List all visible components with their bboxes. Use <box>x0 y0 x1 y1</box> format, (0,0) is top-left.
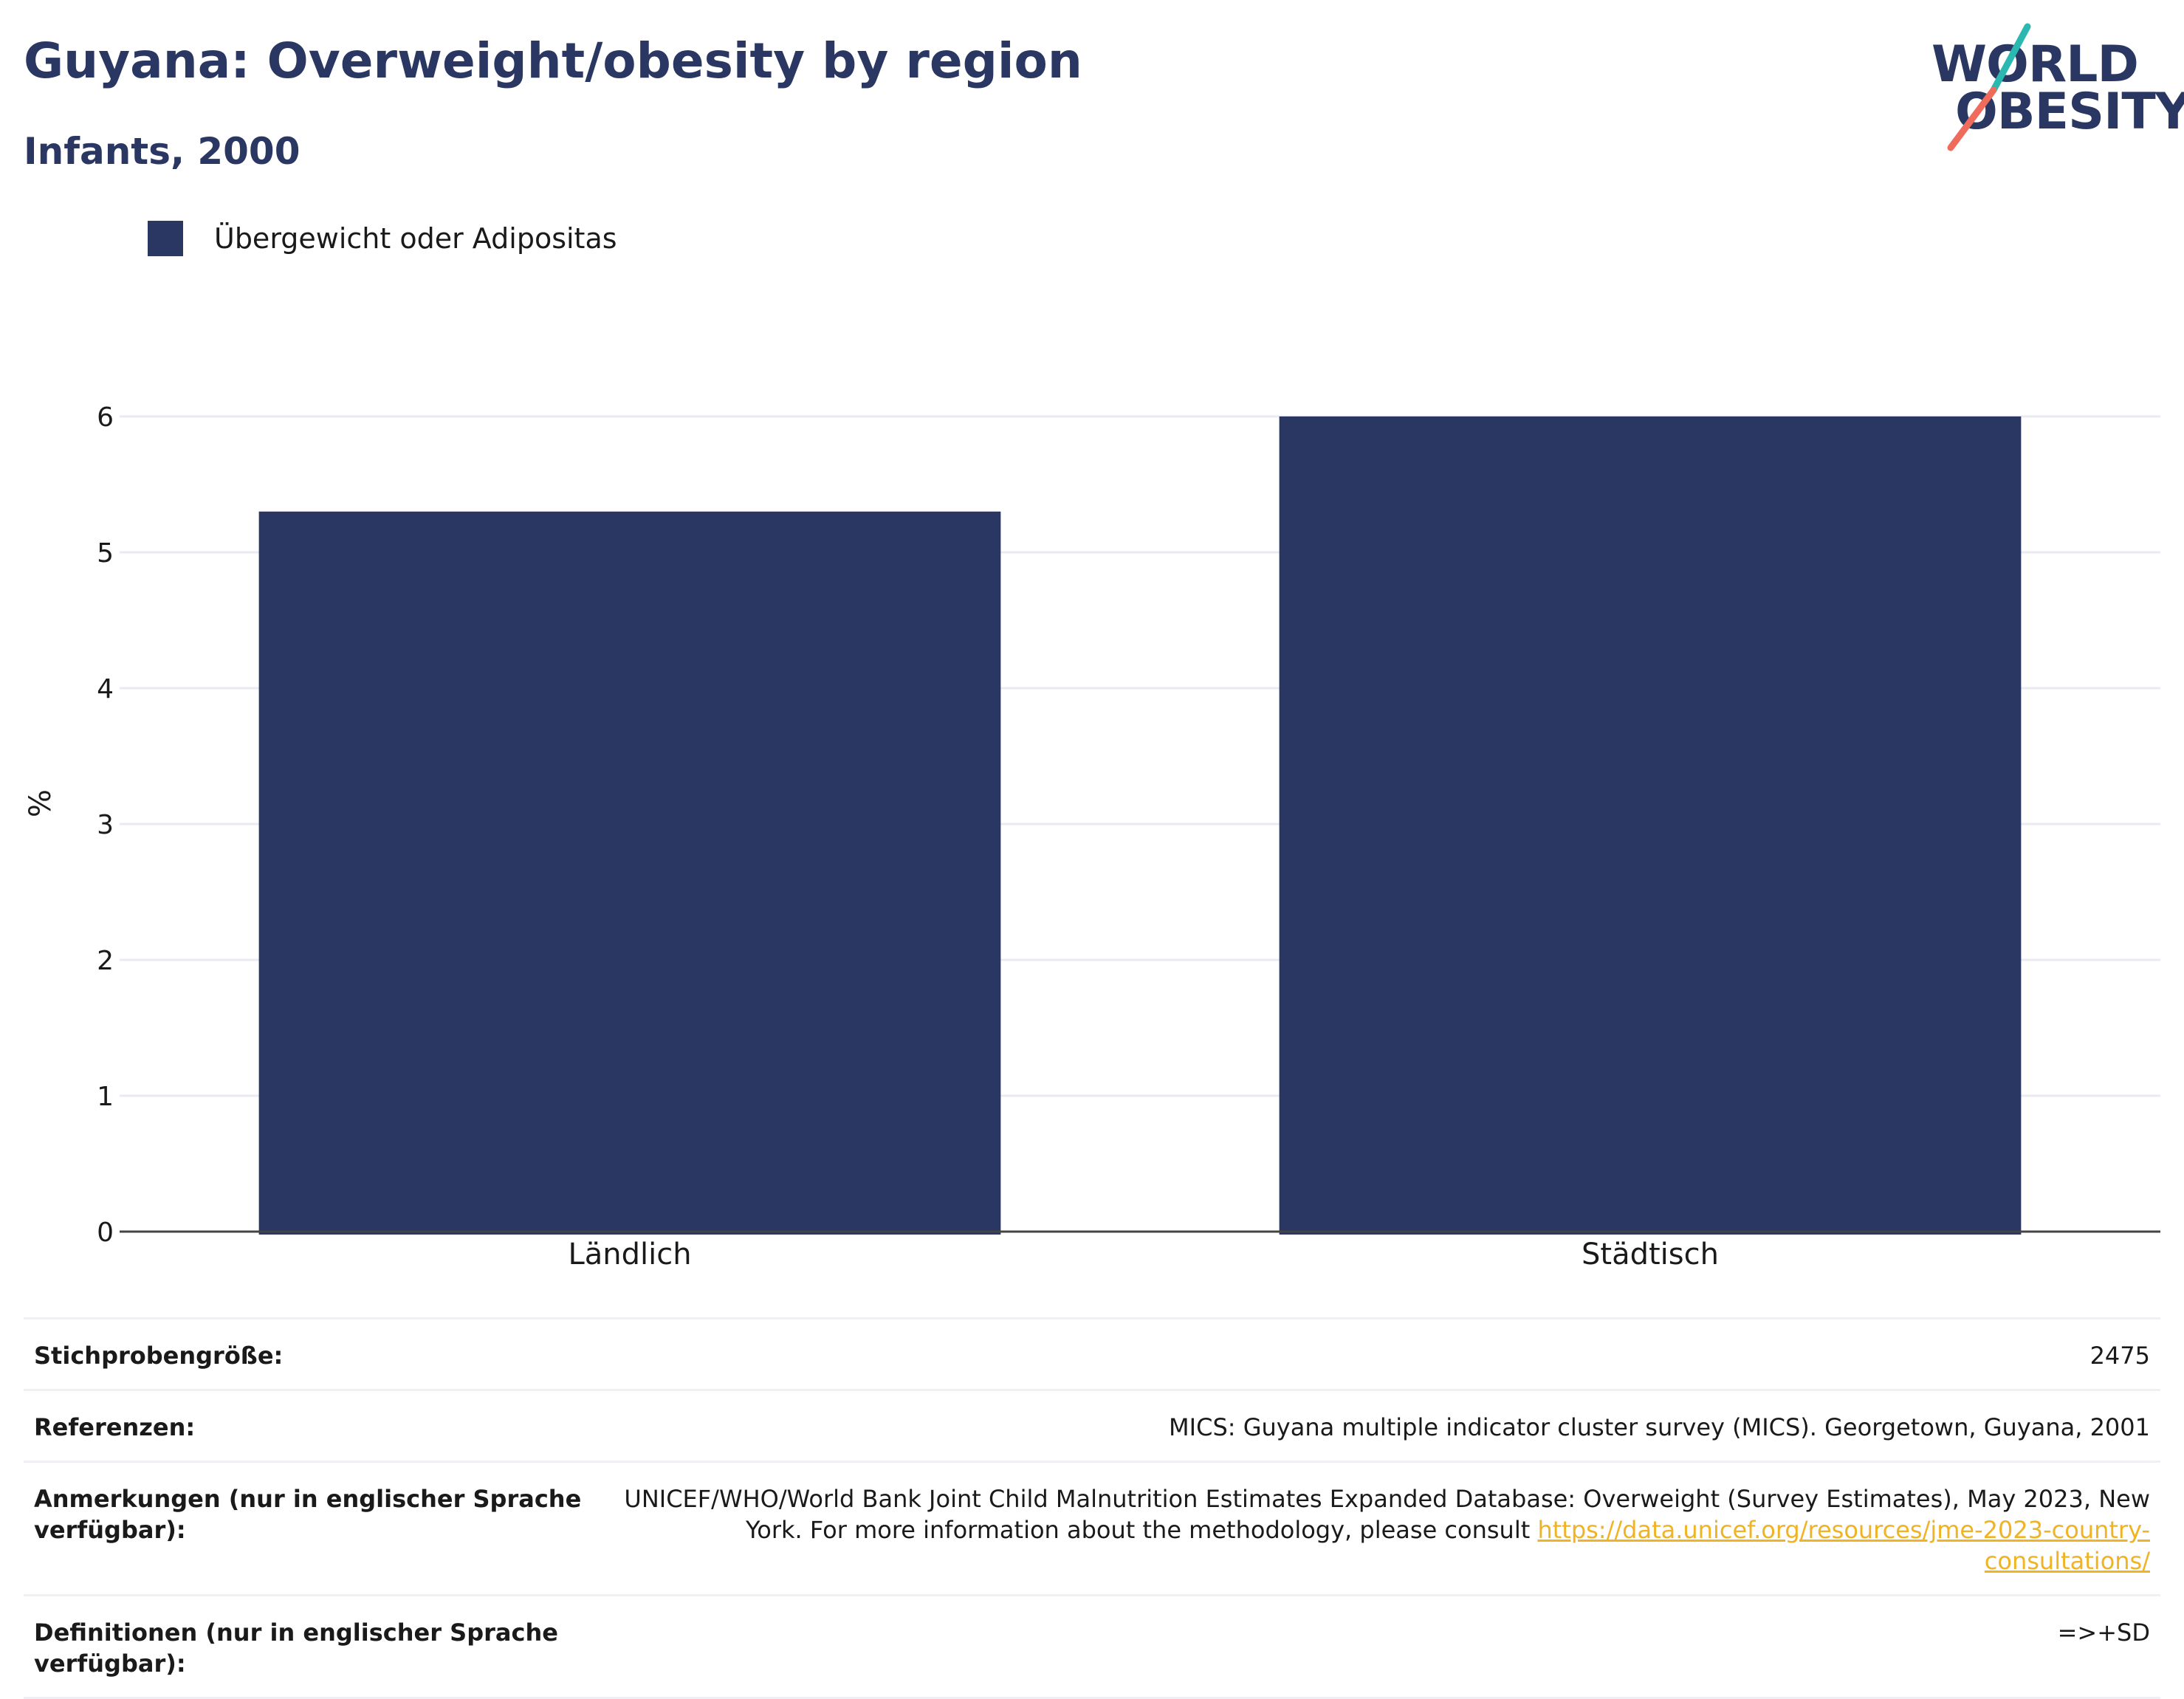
info-key: Referenzen: <box>34 1413 196 1441</box>
bar-staedtisch <box>1279 416 2022 1235</box>
info-row-notes: Anmerkungen (nur in englischer Sprache v… <box>24 1463 2160 1596</box>
y-tick-label: 3 <box>97 810 114 840</box>
y-tick-label: 0 <box>97 1218 114 1248</box>
notes-text: UNICEF/WHO/World Bank Joint Child Malnut… <box>624 1485 2150 1544</box>
info-key: Stichprobengröße: <box>34 1342 284 1370</box>
methodology-link[interactable]: https://data.unicef.org/resources/jme-20… <box>1537 1516 2150 1575</box>
info-value: =>+SD <box>2057 1619 2150 1647</box>
logo-slash-icon <box>1947 23 2031 151</box>
info-row-sample-size: Stichprobengröße: 2475 <box>24 1319 2160 1391</box>
info-table: Stichprobengröße: 2475 Referenzen: MICS:… <box>24 1317 2160 1699</box>
x-category-label: Ländlich <box>568 1238 691 1271</box>
chart-legend: Übergewicht oder Adipositas <box>148 219 617 258</box>
y-tick-label: 6 <box>97 402 114 433</box>
y-axis-title: % <box>24 789 58 817</box>
info-row-definitions: Definitionen (nur in englischer Sprache … <box>24 1596 2160 1699</box>
info-value: UNICEF/WHO/World Bank Joint Child Malnut… <box>595 1483 2150 1576</box>
info-key: Definitionen (nur in englischer Sprache … <box>34 1619 558 1678</box>
bar-laendlich <box>258 511 1001 1235</box>
y-tick-label: 2 <box>97 946 114 976</box>
info-row-references: Referenzen: MICS: Guyana multiple indica… <box>24 1391 2160 1463</box>
legend-label: Übergewicht oder Adipositas <box>214 222 617 255</box>
bar-chart: 0 1 2 3 4 5 6% Ländlich Städtisch <box>24 402 2160 1271</box>
y-tick-label: 1 <box>97 1082 114 1112</box>
legend-swatch <box>148 221 183 256</box>
chart-subtitle: Infants, 2000 <box>24 130 301 173</box>
logo-line-1: WORLD <box>1931 35 2139 94</box>
info-value: 2475 <box>2089 1342 2150 1370</box>
y-tick-label: 5 <box>97 538 114 569</box>
chart-title: Guyana: Overweight/obesity by region <box>24 32 1082 89</box>
info-value: MICS: Guyana multiple indicator cluster … <box>1169 1413 2150 1441</box>
world-obesity-logo[interactable]: WORLD OBESITY <box>1920 22 2184 155</box>
info-key: Anmerkungen (nur in englischer Sprache v… <box>34 1485 582 1544</box>
x-category-label: Städtisch <box>1582 1238 1719 1271</box>
y-tick-label: 4 <box>97 674 114 704</box>
